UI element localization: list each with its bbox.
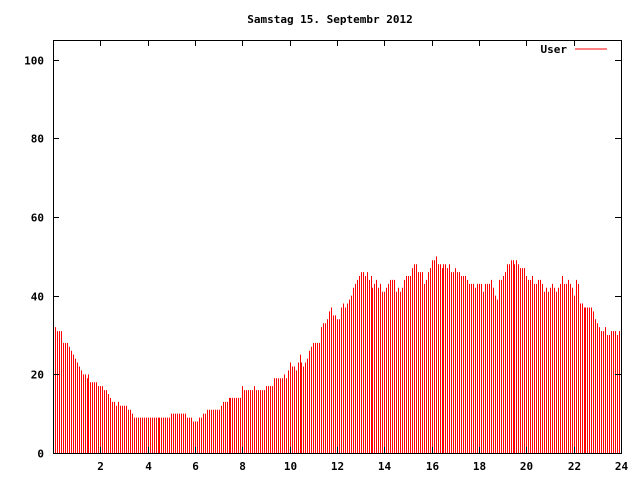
- y-tick-label: 0: [37, 448, 44, 461]
- bars: [53, 256, 620, 453]
- legend: User: [541, 43, 607, 56]
- x-tick-label: 2: [97, 460, 104, 473]
- x-tick-label: 8: [239, 460, 246, 473]
- chart-title: Samstag 15. Septembr 2012: [247, 13, 413, 26]
- y-tick-label: 80: [31, 133, 44, 146]
- y-tick-label: 100: [24, 55, 44, 68]
- x-tick-label: 22: [568, 460, 581, 473]
- x-tick-label: 16: [426, 460, 440, 473]
- x-tick-label: 4: [145, 460, 152, 473]
- x-tick-label: 20: [520, 460, 533, 473]
- x-tick-label: 12: [331, 460, 344, 473]
- x-tick-label: 6: [192, 460, 199, 473]
- y-tick-label: 20: [31, 369, 44, 382]
- y-tick-label: 60: [31, 212, 44, 225]
- legend-label-user: User: [541, 43, 568, 56]
- y-tick-label: 40: [31, 291, 44, 304]
- x-tick-label: 10: [284, 460, 297, 473]
- x-tick-label: 18: [473, 460, 486, 473]
- x-tick-label: 14: [378, 460, 392, 473]
- x-tick-label: 24: [615, 460, 629, 473]
